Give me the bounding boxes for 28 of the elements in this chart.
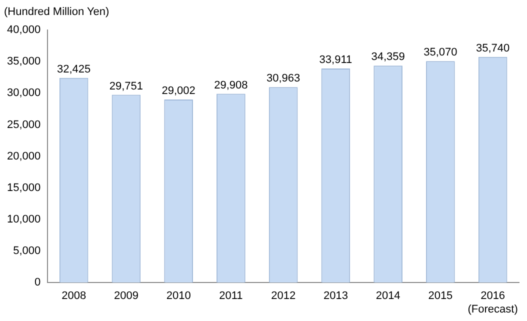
y-tick-label: 20,000: [6, 150, 41, 162]
x-tick-label: 2012: [271, 290, 296, 302]
data-label: 34,359: [371, 51, 405, 64]
data-label: 30,963: [266, 72, 300, 85]
data-label: 33,911: [319, 54, 352, 66]
y-tick-label: 30,000: [6, 87, 41, 100]
x-tick-label: 2013: [323, 290, 348, 302]
x-tick-label: 2011: [219, 290, 243, 302]
data-label: 32,425: [57, 63, 91, 76]
data-label: 29,908: [214, 79, 248, 92]
x-tick-label: 2014: [376, 290, 400, 302]
x-tick-label: 2009: [114, 290, 138, 302]
data-label: 29,751: [109, 80, 144, 92]
y-tick-label: 5,000: [13, 245, 41, 258]
x-tick-label: 2016 (Forecast): [468, 290, 518, 316]
y-tick-label: 40,000: [6, 24, 41, 36]
y-tick-label: 0: [34, 276, 41, 289]
data-label: 35,740: [476, 42, 510, 54]
y-tick-label: 10,000: [6, 213, 41, 226]
y-tick-label: 15,000: [6, 182, 41, 194]
data-label: 29,002: [162, 84, 196, 97]
x-tick-label: 2008: [62, 290, 86, 302]
x-tick-label: 2015: [428, 290, 453, 302]
y-tick-label: 25,000: [6, 118, 41, 131]
data-label: 35,070: [424, 46, 458, 59]
x-tick-label: 2010: [166, 290, 191, 302]
y-tick-label: 35,000: [6, 56, 41, 68]
y-axis-title: (Hundred Million Yen): [4, 6, 110, 18]
